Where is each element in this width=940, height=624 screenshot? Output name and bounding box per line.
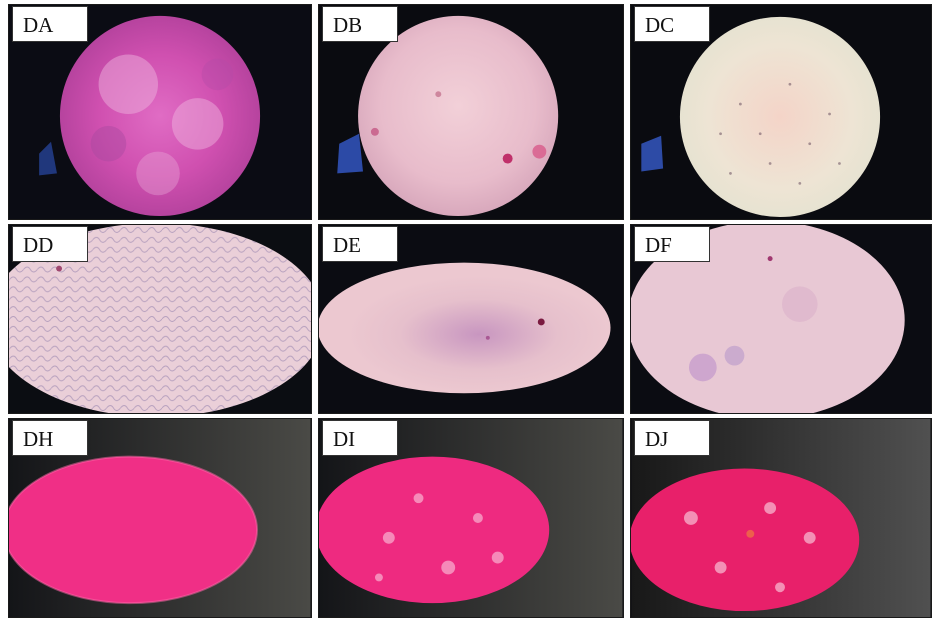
panel-label-db: DB [322,6,398,42]
micrograph-panel-dc: DC [630,4,932,220]
micrograph-panel-de: DE [318,224,624,414]
micrograph-panel-dd: DD [8,224,312,414]
micrograph-da-image [9,5,311,219]
panel-label-dj: DJ [634,420,710,456]
micrograph-grid: DA DB [8,4,932,618]
panel-label-da: DA [12,6,88,42]
panel-label-df: DF [634,226,710,262]
panel-label-dh: DH [12,420,88,456]
micrograph-dc-image [631,5,931,219]
panel-label-de: DE [322,226,398,262]
micrograph-panel-da: DA [8,4,312,220]
panel-label-dd: DD [12,226,88,262]
panel-label-di: DI [322,420,398,456]
micrograph-panel-db: DB [318,4,624,220]
panel-label-dc: DC [634,6,710,42]
micrograph-panel-df: DF [630,224,932,414]
micrograph-dd-image [9,225,311,413]
micrograph-panel-di: DI [318,418,624,618]
micrograph-panel-dj: DJ [630,418,932,618]
micrograph-panel-dh: DH [8,418,312,618]
